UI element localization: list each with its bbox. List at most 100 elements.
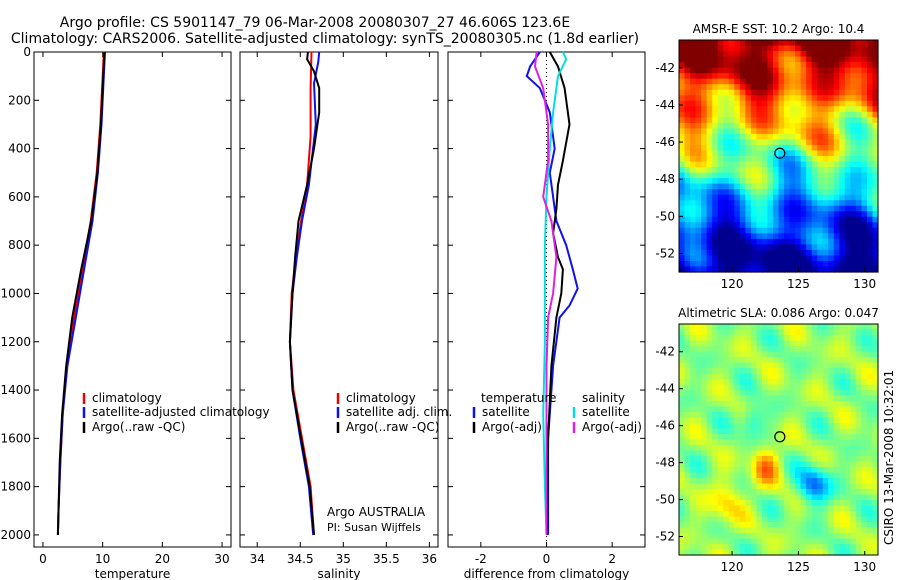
map-cell bbox=[772, 544, 780, 551]
map-cell bbox=[784, 500, 791, 507]
map-cell bbox=[701, 494, 708, 501]
map-cell bbox=[728, 428, 735, 435]
map-cell bbox=[695, 549, 702, 556]
map-cell bbox=[695, 216, 702, 223]
map-cell bbox=[772, 538, 780, 545]
map-cell bbox=[728, 244, 735, 251]
map-cell bbox=[690, 95, 697, 102]
map-cell bbox=[811, 527, 818, 534]
map-cell bbox=[861, 390, 868, 397]
map-cell bbox=[861, 324, 868, 331]
map-cell bbox=[866, 533, 874, 540]
map-cell bbox=[684, 183, 691, 190]
map-cell bbox=[706, 40, 713, 47]
map-cell bbox=[772, 335, 780, 342]
map-cell bbox=[717, 56, 724, 63]
map-cell bbox=[750, 84, 757, 91]
map-cell bbox=[679, 106, 686, 113]
map-cell bbox=[839, 266, 846, 273]
map-cell bbox=[833, 139, 840, 146]
map-cell bbox=[806, 505, 813, 512]
map-cell bbox=[789, 494, 796, 501]
map-cell bbox=[706, 417, 713, 424]
map-cell bbox=[850, 161, 857, 168]
map-cell bbox=[795, 538, 802, 545]
map-cell bbox=[695, 211, 702, 218]
map-cell bbox=[717, 216, 724, 223]
x-tick-label: 34.5 bbox=[287, 552, 314, 566]
map-cell bbox=[739, 194, 746, 201]
map-cell bbox=[806, 549, 813, 556]
map-cell bbox=[756, 255, 763, 262]
map-cell bbox=[734, 483, 741, 490]
map-cell bbox=[784, 78, 791, 85]
map-cell bbox=[817, 238, 824, 245]
map-cell bbox=[679, 351, 686, 358]
map-cell bbox=[772, 445, 780, 452]
map-cell bbox=[833, 95, 840, 102]
map-cell bbox=[701, 78, 708, 85]
map-cell bbox=[850, 106, 857, 113]
map-cell bbox=[761, 161, 769, 168]
map-cell bbox=[750, 395, 757, 402]
map-cell bbox=[789, 62, 796, 69]
map-cell bbox=[811, 73, 818, 80]
map-cell bbox=[839, 544, 846, 551]
map-cell bbox=[828, 434, 835, 441]
map-cell bbox=[717, 324, 724, 331]
map-cell bbox=[833, 156, 840, 163]
map-cell bbox=[850, 122, 857, 129]
map-cell bbox=[795, 156, 802, 163]
map-cell bbox=[679, 62, 686, 69]
map-cell bbox=[723, 249, 730, 257]
map-cell bbox=[800, 384, 807, 391]
map-cell bbox=[828, 167, 835, 174]
map-cell bbox=[828, 456, 835, 463]
map-cell bbox=[795, 144, 802, 152]
map-cell bbox=[822, 89, 829, 96]
map-cell bbox=[817, 434, 824, 441]
map-cell bbox=[728, 412, 735, 419]
map-cell bbox=[734, 200, 741, 207]
map-cell bbox=[778, 434, 785, 441]
map-cell bbox=[844, 139, 851, 146]
map-cell bbox=[839, 100, 846, 107]
map-cell bbox=[684, 51, 691, 58]
map-cell bbox=[750, 362, 757, 369]
map-cell bbox=[734, 227, 741, 234]
map-cell bbox=[855, 401, 863, 408]
map-cell bbox=[717, 478, 724, 485]
map-cell bbox=[789, 139, 796, 146]
map-cell bbox=[734, 428, 741, 435]
map-cell bbox=[855, 516, 863, 523]
map-cell bbox=[866, 401, 874, 408]
map-cell bbox=[817, 417, 824, 424]
map-cell bbox=[855, 51, 863, 58]
map-cell bbox=[712, 244, 719, 251]
series-line-magenta bbox=[533, 51, 558, 535]
map-cell bbox=[795, 522, 802, 529]
map-cell bbox=[822, 538, 829, 545]
map-cell bbox=[778, 417, 785, 424]
map-cell bbox=[828, 84, 835, 91]
map-cell bbox=[828, 368, 835, 375]
map-cell bbox=[866, 478, 874, 485]
map-cell bbox=[866, 178, 874, 185]
map-cell bbox=[739, 178, 746, 185]
map-cell bbox=[690, 450, 697, 457]
map-cell bbox=[811, 244, 818, 251]
map-cell bbox=[789, 340, 796, 347]
map-cell bbox=[822, 478, 829, 485]
map-cell bbox=[728, 100, 735, 107]
map-cell bbox=[828, 335, 835, 342]
map-cell bbox=[817, 56, 824, 63]
map-cell bbox=[789, 266, 796, 273]
map-cell bbox=[811, 324, 818, 331]
map-cell bbox=[706, 139, 713, 146]
map-cell bbox=[789, 216, 796, 223]
map-cell bbox=[811, 390, 818, 397]
map-cell bbox=[828, 249, 835, 257]
map-cell bbox=[750, 45, 757, 52]
map-cell bbox=[690, 167, 697, 174]
